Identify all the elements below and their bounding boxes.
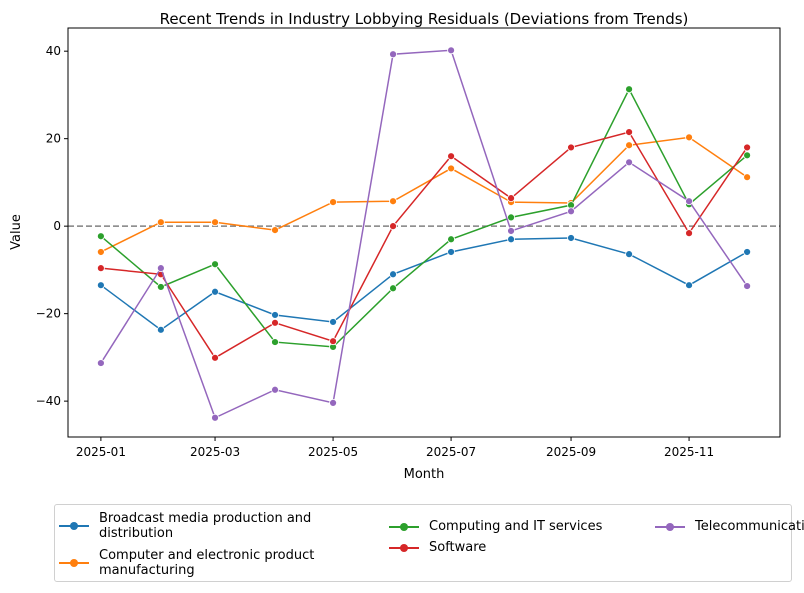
data-point	[447, 248, 455, 256]
data-point	[96, 232, 105, 241]
data-point	[743, 143, 752, 152]
legend-label: Software	[429, 540, 487, 555]
data-point	[685, 133, 693, 142]
legend-label: Broadcast media production and distribut…	[99, 511, 312, 541]
y-axis-label: Value	[9, 214, 24, 250]
legend-label: Computer and electronic product manufact…	[99, 548, 315, 578]
data-point	[389, 197, 397, 206]
data-point	[211, 287, 219, 296]
legend-label: Telecommunications	[695, 519, 804, 534]
data-point	[271, 385, 279, 394]
data-point	[211, 218, 219, 227]
data-point	[447, 164, 455, 173]
data-point	[156, 325, 165, 334]
data-point	[389, 284, 397, 293]
data-point	[743, 173, 752, 182]
series-line	[100, 87, 748, 348]
data-point	[507, 194, 515, 203]
legend-item: Software	[389, 540, 486, 555]
x-tick-label: 2025-11	[664, 445, 714, 459]
data-point	[685, 281, 693, 290]
data-point	[211, 413, 219, 422]
series-line	[100, 237, 748, 331]
data-point	[447, 235, 455, 244]
data-point	[447, 152, 455, 161]
x-tick-label: 2025-03	[190, 445, 240, 459]
legend-item: Telecommunications	[655, 519, 804, 534]
legend-swatch	[655, 521, 685, 533]
data-point	[567, 143, 575, 152]
legend-item: Computer and electronic product manufact…	[59, 548, 339, 578]
data-point	[329, 398, 337, 407]
data-point	[625, 128, 633, 137]
data-point	[389, 50, 397, 59]
data-point	[96, 264, 105, 273]
data-point	[271, 318, 279, 327]
x-axis-label: Month	[404, 467, 445, 482]
data-point	[743, 282, 752, 290]
data-point	[743, 151, 752, 160]
data-point	[567, 234, 575, 242]
series-line	[100, 131, 748, 359]
data-point	[329, 337, 337, 346]
series-line	[100, 136, 748, 253]
y-tick-label: 40	[46, 44, 61, 58]
data-point	[329, 198, 337, 206]
plot-frame	[67, 27, 781, 438]
data-point	[743, 248, 752, 256]
y-tick-label: 0	[53, 219, 61, 233]
data-point	[625, 250, 633, 259]
x-tick-label: 2025-07	[426, 445, 476, 459]
data-point	[211, 353, 219, 362]
legend-item: Broadcast media production and distribut…	[59, 511, 339, 541]
data-point	[329, 318, 337, 326]
data-point	[625, 85, 633, 94]
series-line	[100, 49, 748, 419]
chart-title: Recent Trends in Industry Lobbying Resid…	[160, 10, 689, 28]
y-tick-label: 20	[46, 132, 61, 146]
y-tick-label: −20	[36, 307, 61, 321]
data-point	[96, 359, 105, 367]
data-point	[685, 197, 693, 206]
x-tick-label: 2025-01	[76, 445, 126, 459]
data-point	[507, 227, 515, 235]
data-point	[156, 218, 165, 227]
data-point	[625, 158, 633, 167]
data-point	[685, 229, 693, 238]
data-point	[271, 226, 279, 234]
data-point	[507, 213, 515, 222]
data-point	[567, 207, 575, 216]
data-point	[96, 248, 105, 256]
plot-svg: Recent Trends in Industry Lobbying Resid…	[9, 10, 781, 482]
data-point	[271, 311, 279, 319]
data-point	[389, 270, 397, 279]
legend: Broadcast media production and distribut…	[54, 504, 804, 582]
legend-swatch	[389, 542, 419, 554]
data-point	[156, 283, 165, 291]
data-point	[96, 281, 105, 290]
data-point	[625, 141, 633, 150]
data-point	[211, 260, 219, 269]
data-point	[507, 235, 515, 244]
legend-item: Computing and IT services	[389, 519, 602, 534]
x-tick-label: 2025-05	[308, 445, 358, 459]
data-point	[389, 222, 397, 231]
data-point	[156, 264, 165, 273]
data-point	[271, 338, 279, 346]
legend-swatch	[389, 521, 419, 533]
legend-label: Computing and IT services	[429, 519, 603, 534]
legend-swatch	[59, 557, 89, 569]
x-tick-label: 2025-09	[546, 445, 596, 459]
legend-swatch	[59, 520, 89, 532]
y-tick-label: −40	[36, 394, 61, 408]
data-point	[447, 46, 455, 55]
